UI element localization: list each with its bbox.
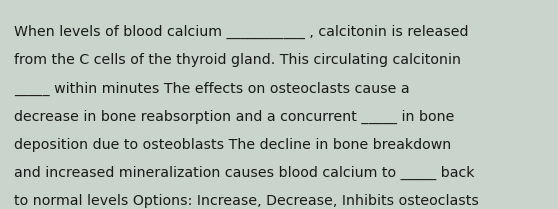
Text: When levels of blood calcium ___________ , calcitonin is released: When levels of blood calcium ___________… xyxy=(14,25,469,39)
Text: from the C cells of the thyroid gland. This circulating calcitonin: from the C cells of the thyroid gland. T… xyxy=(14,53,461,67)
Text: to normal levels Options: Increase, Decrease, Inhibits osteoclasts: to normal levels Options: Increase, Decr… xyxy=(14,194,479,208)
Text: deposition due to osteoblasts The decline in bone breakdown: deposition due to osteoblasts The declin… xyxy=(14,138,451,152)
Text: _____ within minutes The effects on osteoclasts cause a: _____ within minutes The effects on oste… xyxy=(14,82,410,96)
Text: and increased mineralization causes blood calcium to _____ back: and increased mineralization causes bloo… xyxy=(14,166,474,180)
Text: decrease in bone reabsorption and a concurrent _____ in bone: decrease in bone reabsorption and a conc… xyxy=(14,110,454,124)
